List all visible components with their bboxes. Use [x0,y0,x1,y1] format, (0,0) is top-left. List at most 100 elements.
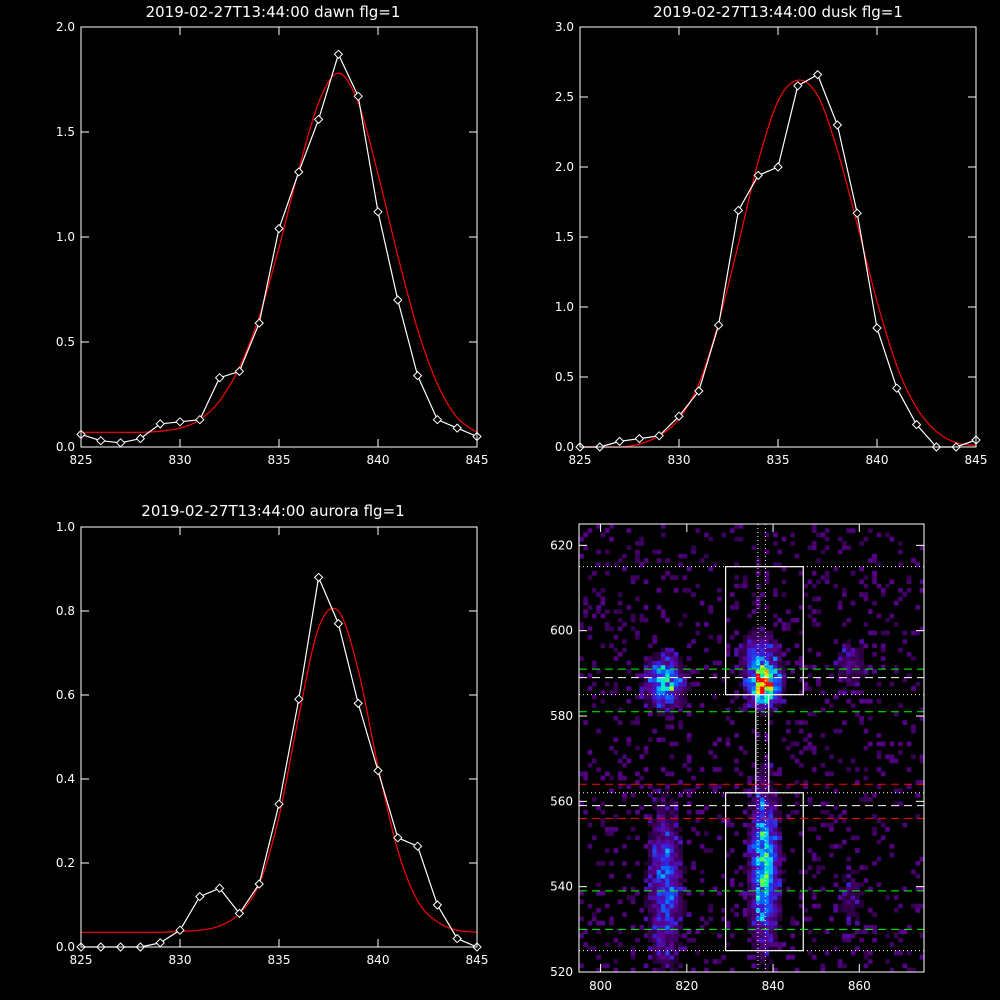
heatmap-cell [609,788,614,794]
heatmap-cell [747,826,752,832]
aurora-observed-point [274,799,284,809]
dusk-ytick-label: 0.0 [555,440,574,454]
heatmap-cell [742,788,748,794]
heatmap-cell [751,809,757,815]
heatmap-cell [863,767,869,772]
heatmap-cell [673,831,679,836]
heatmap-cell [665,882,670,888]
heatmap-cell [617,942,623,947]
heatmap-cell [695,831,701,836]
heatmap-cell [751,792,757,798]
heatmap-cell [824,771,830,777]
heatmap-ytick-label: 600 [550,624,573,638]
heatmap-cell [660,698,666,704]
heatmap-cell [639,805,645,811]
heatmap-cell [604,681,610,687]
heatmap-cell [660,886,666,892]
heatmap-cell [591,758,597,764]
heatmap-cell [885,959,890,964]
heatmap-cell [833,844,839,849]
heatmap-cell [807,711,813,717]
heatmap-cell [915,630,921,636]
heatmap-cell [678,873,683,879]
heatmap-cell [626,758,632,764]
heatmap-cell [846,643,852,649]
heatmap-cell [846,639,852,644]
heatmap-cell [665,844,670,849]
heatmap-cell [656,664,662,670]
heatmap-cell [751,908,757,913]
heatmap-cell [669,656,675,661]
heatmap-cell [829,916,834,922]
heatmap-cell [617,626,623,632]
heatmap-cell [643,933,649,939]
heatmap-cell [686,929,692,934]
heatmap-cell [648,698,653,704]
heatmap-cell [919,954,925,960]
heatmap-cell [880,588,886,593]
heatmap-cell [893,950,899,956]
heatmap-cell [691,826,696,832]
heatmap-cell [678,912,683,917]
heatmap-cell [648,656,653,661]
heatmap-cell [842,669,847,674]
aurora-observed-point [195,891,205,902]
heatmap-cell [678,562,683,568]
heatmap-cell [742,895,748,900]
heatmap-cell [855,920,860,926]
heatmap-cell [816,681,821,687]
heatmap-cell [747,814,752,819]
heatmap-cell [665,673,670,678]
heatmap-cell [596,669,601,674]
heatmap-cell [872,579,877,585]
heatmap-cell [699,925,705,930]
heatmap-cell [643,669,649,674]
heatmap-cell [751,873,757,879]
heatmap-cell [622,622,627,627]
heatmap-cell [872,792,877,798]
heatmap-cell [682,664,688,670]
heatmap-cell [816,835,821,841]
heatmap-cell [591,660,597,666]
heatmap-cell [652,690,658,696]
heatmap-cell [837,886,843,892]
heatmap-cell [773,703,778,708]
heatmap-cell [850,903,856,909]
heatmap-cell [798,895,804,900]
heatmap-cell [773,882,778,888]
heatmap-cell [755,916,761,922]
heatmap-cell [755,605,761,610]
heatmap-cell [850,664,856,670]
heatmap-cell [579,933,584,939]
heatmap-cell [798,677,804,683]
heatmap-cell [652,916,658,922]
heatmap-cell [643,673,649,678]
heatmap-cell [751,647,757,653]
heatmap-cell [790,809,796,815]
heatmap-cell [889,613,895,619]
heatmap-cell [686,890,692,896]
heatmap-cell [876,562,882,568]
heatmap-cell [807,826,813,832]
heatmap-cell [652,886,658,892]
aurora-xtick-label: 835 [268,953,291,967]
heatmap-cell [751,942,757,947]
heatmap-cell [747,886,752,892]
heatmap-cell [669,831,675,836]
heatmap-cell [635,861,640,866]
heatmap-cell [665,707,670,713]
heatmap-cell [764,865,770,870]
heatmap-cell [652,903,658,909]
heatmap-cell [648,643,653,649]
heatmap-cell [764,647,770,653]
heatmap-cell [855,660,860,666]
heatmap-cell [876,856,882,862]
heatmap-cell [803,780,808,785]
heatmap-cell [794,660,800,666]
heatmap-cell [859,656,865,661]
heatmap-cell [747,694,752,700]
heatmap-cell [850,600,856,606]
heatmap-cell [656,869,662,875]
dawn-xtick-label: 830 [169,453,192,467]
heatmap-cell [893,908,899,913]
